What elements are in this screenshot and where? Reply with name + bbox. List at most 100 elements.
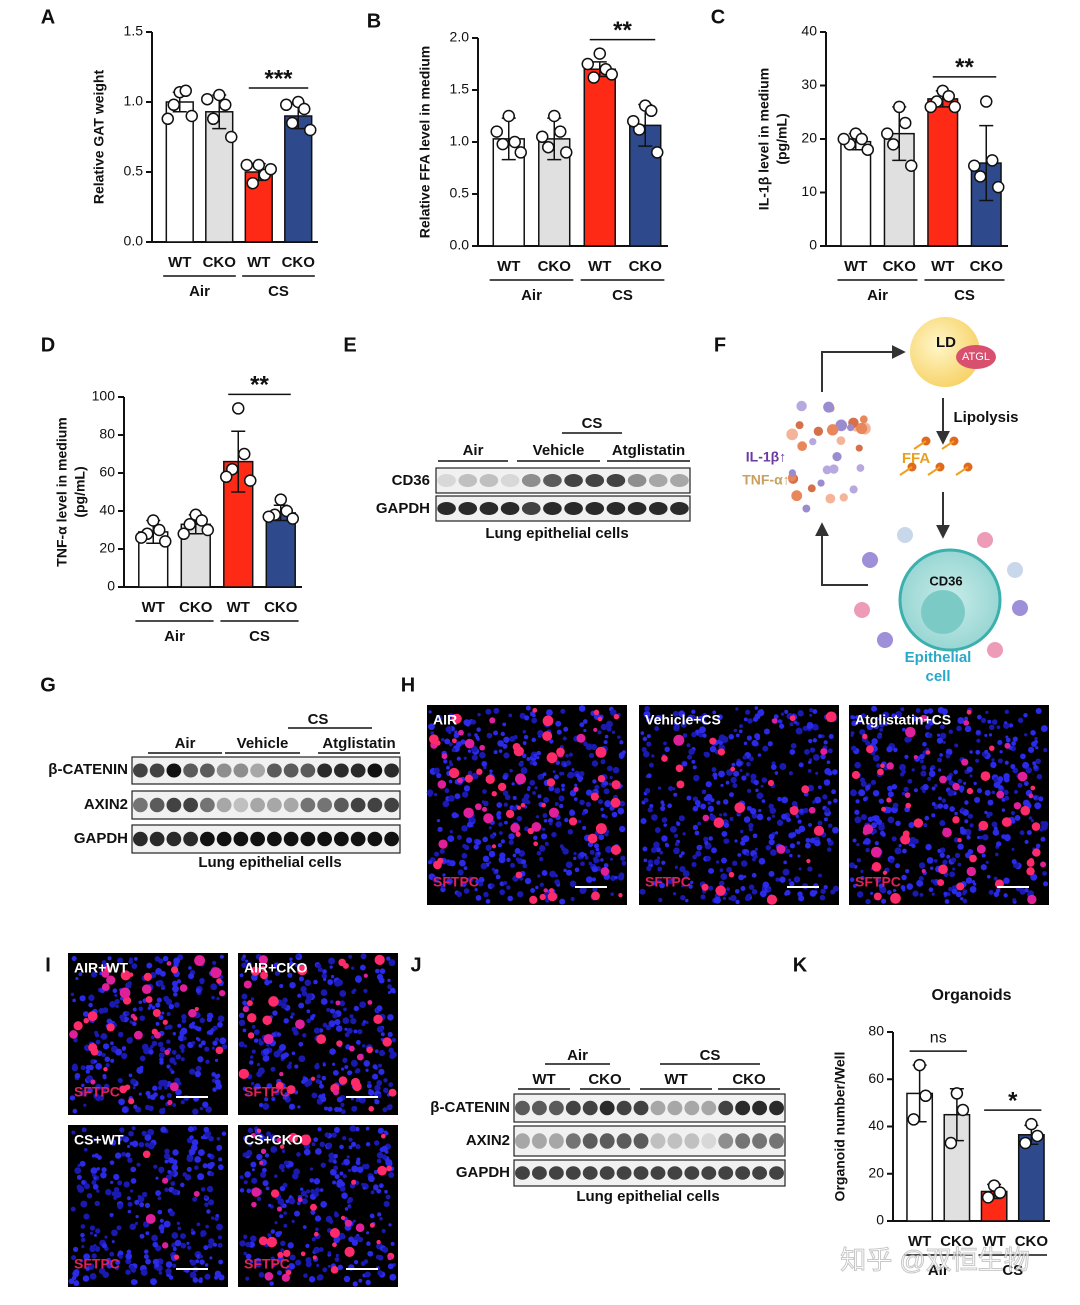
diagram-f	[815, 317, 1002, 652]
sftpc-dot	[1017, 771, 1028, 782]
nucleus-dot	[342, 1057, 348, 1063]
nucleus-dot	[330, 974, 335, 979]
nucleus-dot	[563, 868, 567, 873]
nucleus-dot	[161, 984, 166, 989]
nucleus-dot	[689, 880, 694, 885]
nucleus-dot	[344, 1207, 349, 1211]
nucleus-dot	[157, 1041, 164, 1048]
nucleus-dot	[647, 807, 653, 813]
nucleus-dot	[746, 805, 752, 811]
sftpc-dot	[595, 823, 607, 835]
nucleus-dot	[279, 1043, 287, 1051]
nucleus-dot	[264, 1097, 269, 1102]
nucleus-dot	[507, 895, 514, 902]
nucleus-dot	[522, 863, 528, 869]
sftpc-dot	[921, 869, 926, 874]
sftpc-dot	[766, 894, 778, 905]
nucleus-dot	[661, 817, 668, 823]
nucleus-dot	[392, 990, 396, 994]
nucleus-dot	[962, 892, 966, 896]
nucleus-dot	[767, 888, 771, 892]
nucleus-dot	[711, 847, 717, 854]
nucleus-dot	[195, 1036, 200, 1041]
nucleus-dot	[172, 985, 179, 993]
nucleus-dot	[189, 1068, 196, 1075]
ffa-tail	[913, 440, 927, 450]
nucleus-dot	[251, 1025, 256, 1029]
nucleus-dot	[184, 1174, 192, 1181]
nucleus-dot	[569, 790, 577, 797]
nucleus-dot	[343, 1158, 350, 1166]
nucleus-dot	[745, 709, 751, 715]
image-title: AIR	[433, 712, 457, 728]
nucleus-dot	[768, 803, 774, 810]
nucleus-dot	[95, 1246, 100, 1251]
nucleus-dot	[283, 1160, 289, 1166]
cytokine-dot	[832, 452, 842, 462]
sftpc-dot	[246, 1000, 253, 1007]
immune-cell	[1007, 562, 1023, 578]
nucleus-dot	[777, 719, 782, 724]
sftpc-dot	[344, 1219, 352, 1227]
nucleus-dot	[488, 850, 496, 858]
nucleus-dot	[146, 962, 153, 969]
nucleus-dot	[925, 723, 931, 730]
nucleus-dot	[694, 830, 700, 836]
cell-label: Epithelial	[905, 649, 972, 666]
sftpc-dot	[734, 802, 746, 813]
data-point	[238, 447, 251, 461]
blot-band	[648, 502, 668, 515]
sftpc-dot	[611, 780, 621, 790]
blot-band	[458, 502, 478, 515]
nucleus-dot	[294, 1064, 299, 1069]
data-point	[490, 125, 503, 138]
nucleus-dot	[158, 1014, 164, 1021]
cytokine-dot	[836, 436, 846, 445]
nucleus-dot	[283, 1223, 288, 1228]
nucleus-dot	[241, 962, 247, 969]
nucleus-dot	[489, 833, 495, 839]
panel-label: G	[40, 674, 56, 696]
nucleus-dot	[991, 790, 996, 795]
nucleus-dot	[200, 1230, 207, 1237]
blot-band	[684, 1100, 700, 1116]
nucleus-dot	[904, 754, 909, 760]
nucleus-dot	[934, 783, 938, 788]
nucleus-dot	[138, 1006, 144, 1012]
blot-band	[300, 763, 316, 778]
nucleus-dot	[320, 1095, 327, 1103]
nucleus-dot	[244, 1171, 251, 1178]
data-point	[905, 159, 918, 172]
nucleus-dot	[502, 722, 507, 727]
sftpc-dot	[675, 764, 684, 773]
sftpc-dot	[610, 797, 621, 808]
nucleus-dot	[315, 1227, 319, 1232]
nucleus-dot	[654, 720, 658, 724]
nucleus-dot	[697, 821, 702, 826]
nucleus-dot	[271, 1096, 276, 1102]
nucleus-dot	[246, 1149, 253, 1157]
nucleus-dot	[912, 890, 919, 897]
sftpc-dot	[905, 802, 912, 809]
data-point	[244, 474, 257, 487]
blot-band	[334, 831, 349, 847]
nucleus-dot	[293, 1029, 299, 1036]
group-label: CS	[308, 711, 329, 728]
nucleus-dot	[748, 822, 754, 829]
nucleus-dot	[789, 749, 796, 755]
nucleus-dot	[454, 793, 461, 800]
nucleus-dot	[827, 770, 833, 776]
image-title: CS+CKO	[244, 1132, 303, 1148]
nucleus-dot	[1035, 746, 1039, 750]
nucleus-dot	[478, 876, 485, 883]
blot-band	[367, 831, 383, 847]
sftpc-dot	[871, 862, 882, 872]
blot-band	[627, 502, 647, 515]
sftpc-dot	[162, 1019, 168, 1025]
nucleus-dot	[217, 1235, 222, 1240]
nucleus-dot	[1034, 736, 1038, 741]
nucleus-dot	[531, 737, 537, 743]
nucleus-dot	[906, 883, 914, 890]
nucleus-dot	[860, 876, 865, 881]
nucleus-dot	[556, 729, 562, 735]
